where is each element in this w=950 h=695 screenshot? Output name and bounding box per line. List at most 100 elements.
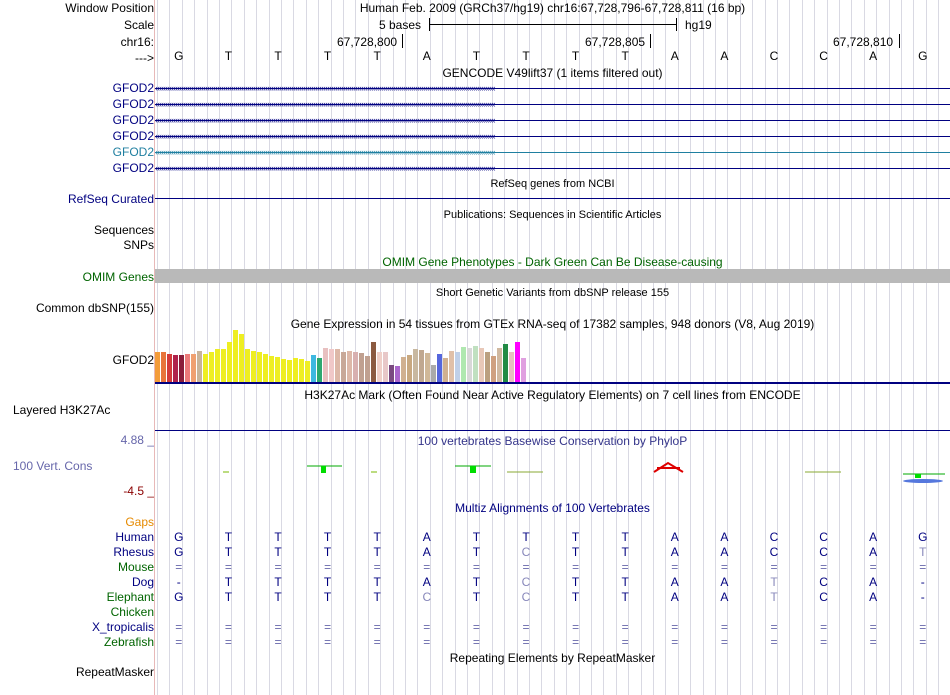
label-gencode-2[interactable]: GFOD2	[112, 97, 154, 111]
gtex-tissue-bar[interactable]	[239, 334, 244, 382]
gtex-tissue-bar[interactable]	[437, 354, 442, 382]
gtex-tissue-bar[interactable]	[467, 348, 472, 382]
gencode-transcript-line[interactable]	[155, 168, 950, 169]
label-gaps[interactable]: Gaps	[125, 515, 154, 529]
gtex-tissue-bar[interactable]	[233, 330, 238, 382]
gtex-tissue-bar[interactable]	[299, 359, 304, 382]
gtex-tissue-bar[interactable]	[509, 352, 514, 382]
label-species-dog[interactable]: Dog	[131, 575, 154, 589]
gtex-tissue-bar[interactable]	[449, 351, 454, 382]
gtex-tissue-bar[interactable]	[341, 352, 346, 382]
gtex-tissue-bar[interactable]	[479, 348, 484, 382]
label-gencode-3[interactable]: GFOD2	[112, 113, 154, 127]
gtex-tissue-bar[interactable]	[173, 355, 178, 382]
repeatmasker-title[interactable]: Repeating Elements by RepeatMasker	[449, 651, 656, 665]
label-species-xtropicalis[interactable]: X_tropicalis	[91, 620, 154, 634]
h3k27ac-title[interactable]: H3K27Ac Mark (Often Found Near Active Re…	[304, 388, 801, 402]
gtex-tissue-bar[interactable]	[521, 358, 526, 382]
label-refseq[interactable]: RefSeq Curated	[67, 192, 154, 206]
gtex-tissue-bar[interactable]	[497, 348, 502, 382]
gtex-tissue-bar[interactable]	[329, 349, 334, 382]
gtex-tissue-bar[interactable]	[221, 349, 226, 382]
gtex-tissue-bar[interactable]	[455, 352, 460, 382]
label-species-human[interactable]: Human	[115, 530, 154, 544]
label-gtex-gene[interactable]: GFOD2	[112, 353, 154, 367]
gtex-tissue-bar[interactable]	[293, 358, 298, 382]
omim-feature-bar[interactable]	[155, 269, 950, 283]
gtex-tissue-bar[interactable]	[353, 352, 358, 382]
label-species-mouse[interactable]: Mouse	[117, 560, 154, 574]
gtex-title[interactable]: Gene Expression in 54 tissues from GTEx …	[290, 317, 815, 331]
gencode-transcript-line[interactable]	[155, 88, 950, 89]
gtex-tissue-bar[interactable]	[251, 351, 256, 382]
label-gencode-6[interactable]: GFOD2	[112, 161, 154, 175]
label-common-dbsnp[interactable]: Common dbSNP(155)	[35, 301, 154, 315]
gtex-tissue-bar[interactable]	[473, 346, 478, 382]
gtex-tissue-bar[interactable]	[209, 352, 214, 382]
phylop-plot[interactable]	[155, 455, 950, 485]
gtex-tissue-bar[interactable]	[491, 356, 496, 382]
gtex-tissue-bar[interactable]	[485, 352, 490, 382]
label-gencode-5[interactable]: GFOD2	[112, 145, 154, 159]
gtex-tissue-bar[interactable]	[317, 358, 322, 382]
gtex-tissue-bar[interactable]	[263, 354, 268, 382]
label-cons-name[interactable]: 100 Vert. Cons	[13, 459, 93, 473]
label-snps[interactable]: SNPs	[123, 238, 154, 252]
gtex-tissue-bar[interactable]	[275, 357, 280, 382]
label-gencode-1[interactable]: GFOD2	[112, 81, 154, 95]
gtex-tissue-bar[interactable]	[161, 352, 166, 382]
gencode-transcript-line[interactable]	[155, 136, 950, 137]
gtex-tissue-bar[interactable]	[305, 361, 310, 382]
label-species-chicken[interactable]: Chicken	[110, 605, 154, 619]
track-image[interactable]: Human Feb. 2009 (GRCh37/hg19) chr16:67,7…	[155, 0, 950, 695]
gtex-bar-chart[interactable]	[155, 330, 535, 382]
gtex-tissue-bar[interactable]	[389, 365, 394, 382]
gtex-tissue-bar[interactable]	[431, 365, 436, 382]
gtex-tissue-bar[interactable]	[347, 351, 352, 382]
label-h3k27ac[interactable]: Layered H3K27Ac	[13, 403, 111, 417]
label-sequences[interactable]: Sequences	[93, 223, 154, 237]
gtex-tissue-bar[interactable]	[515, 342, 520, 382]
gtex-tissue-bar[interactable]	[461, 347, 466, 382]
gtex-tissue-bar[interactable]	[281, 359, 286, 382]
gtex-tissue-bar[interactable]	[179, 355, 184, 382]
gtex-tissue-bar[interactable]	[335, 349, 340, 382]
gtex-tissue-bar[interactable]	[365, 356, 370, 382]
label-repeatmasker[interactable]: RepeatMasker	[75, 665, 154, 679]
multiz-title[interactable]: Multiz Alignments of 100 Vertebrates	[455, 501, 650, 515]
gencode-transcript-line[interactable]	[155, 152, 950, 153]
phylop-title[interactable]: 100 vertebrates Basewise Conservation by…	[417, 434, 688, 448]
gtex-tissue-bar[interactable]	[425, 353, 430, 382]
gtex-tissue-bar[interactable]	[395, 366, 400, 382]
gtex-tissue-bar[interactable]	[371, 342, 376, 382]
gtex-tissue-bar[interactable]	[203, 354, 208, 382]
label-omim[interactable]: OMIM Genes	[82, 270, 154, 284]
label-gencode-4[interactable]: GFOD2	[112, 129, 154, 143]
publications-title[interactable]: Publications: Sequences in Scientific Ar…	[443, 209, 662, 221]
gtex-tissue-bar[interactable]	[407, 355, 412, 382]
gtex-tissue-bar[interactable]	[245, 349, 250, 382]
gtex-tissue-bar[interactable]	[377, 352, 382, 382]
gtex-tissue-bar[interactable]	[413, 349, 418, 382]
gtex-tissue-bar[interactable]	[215, 349, 220, 382]
label-species-zebrafish[interactable]: Zebrafish	[103, 635, 154, 649]
gtex-tissue-bar[interactable]	[269, 356, 274, 382]
gtex-tissue-bar[interactable]	[359, 353, 364, 382]
gtex-tissue-bar[interactable]	[383, 352, 388, 382]
label-species-rhesus[interactable]: Rhesus	[113, 545, 154, 559]
label-strand[interactable]: --->	[135, 51, 154, 65]
gtex-tissue-bar[interactable]	[323, 348, 328, 382]
gtex-tissue-bar[interactable]	[191, 354, 196, 382]
dbsnp-title[interactable]: Short Genetic Variants from dbSNP releas…	[435, 287, 670, 299]
gtex-tissue-bar[interactable]	[419, 350, 424, 382]
gtex-tissue-bar[interactable]	[167, 354, 172, 382]
refseq-title[interactable]: RefSeq genes from NCBI	[490, 178, 615, 190]
gtex-tissue-bar[interactable]	[155, 352, 160, 382]
gencode-transcript-line[interactable]	[155, 120, 950, 121]
gtex-tissue-bar[interactable]	[227, 342, 232, 382]
gtex-tissue-bar[interactable]	[401, 357, 406, 382]
gencode-transcript-line[interactable]	[155, 104, 950, 105]
gtex-tissue-bar[interactable]	[311, 355, 316, 382]
gtex-tissue-bar[interactable]	[197, 351, 202, 382]
gtex-tissue-bar[interactable]	[257, 352, 262, 382]
